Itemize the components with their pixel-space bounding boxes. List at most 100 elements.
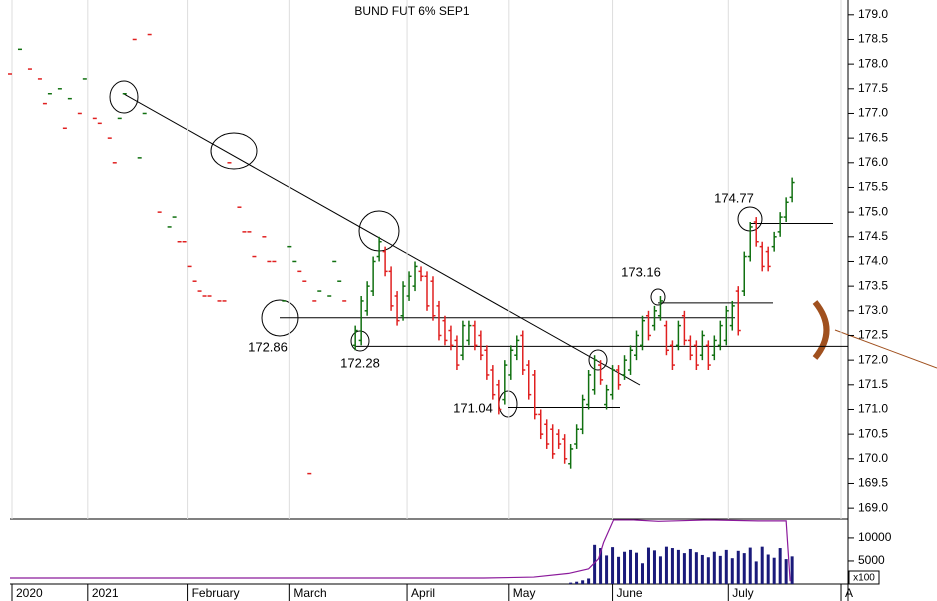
y-tick-label: 173.0	[858, 303, 888, 317]
circle	[210, 132, 258, 170]
ohlc-bar	[370, 256, 376, 297]
trend-line	[123, 93, 641, 386]
ohlc-bar	[777, 212, 783, 237]
ohlc-bar	[472, 320, 478, 351]
ohlc-bar	[526, 360, 532, 400]
ohlc-bar	[699, 330, 705, 361]
volume-bar	[611, 547, 615, 584]
volume-bar	[772, 557, 776, 584]
y-tick-label: 172.0	[858, 352, 888, 366]
ohlc-bar	[705, 340, 711, 371]
volume-bar	[623, 551, 627, 584]
y-tick-label: 178.5	[858, 32, 888, 46]
ohlc-bar	[645, 310, 651, 341]
level-label: 171.04	[453, 400, 493, 415]
volume-bar	[599, 548, 603, 584]
y-tick-label: 10000	[858, 530, 892, 544]
ohlc-bar	[628, 345, 634, 375]
ohlc-bar	[675, 320, 681, 351]
ohlc-bar	[430, 276, 436, 321]
volume-bar	[712, 551, 716, 584]
x-tick-label: July	[732, 586, 753, 600]
ohlc-bar	[418, 266, 424, 282]
volume-bar	[754, 561, 758, 584]
ohlc-bar	[616, 365, 622, 390]
ohlc-bar	[580, 394, 586, 435]
volume-bar	[646, 547, 650, 584]
ohlc-bar	[388, 266, 394, 311]
volume-bar	[682, 553, 686, 584]
y-tick-label: 178.0	[858, 56, 888, 70]
volume-bar	[730, 558, 734, 584]
x-tick-label: June	[617, 586, 643, 600]
ohlc-bar	[693, 340, 699, 371]
ohlc-bar	[406, 271, 412, 301]
ohlc-bar	[789, 177, 795, 203]
circle	[650, 288, 666, 306]
ohlc-bar	[400, 281, 406, 321]
ohlc-bar	[442, 315, 448, 346]
x-tick-label: 2021	[92, 586, 119, 600]
y-tick-label: 170.5	[858, 426, 888, 440]
chart-title: BUND FUT 6% SEP1	[354, 4, 469, 18]
ohlc-bar	[352, 325, 358, 351]
x-tick-label: A	[845, 586, 853, 600]
y-tick-label: 177.0	[858, 106, 888, 120]
volume-unit: x100	[853, 573, 875, 584]
volume-bar	[790, 556, 794, 584]
ohlc-bar	[765, 246, 771, 272]
ohlc-bar	[622, 355, 628, 380]
y-tick-label: 176.5	[858, 130, 888, 144]
y-tick-label: 179.0	[858, 7, 888, 21]
bracket	[812, 300, 830, 360]
ohlc-bar	[741, 251, 747, 297]
volume-bar	[652, 550, 656, 584]
ohlc-bar	[723, 305, 729, 346]
circle	[350, 330, 370, 352]
volume-bar	[593, 544, 597, 584]
ohlc-bar	[502, 360, 508, 405]
ohlc-bar	[424, 271, 430, 311]
volume-bar	[742, 553, 746, 584]
annotation-circles	[109, 80, 763, 418]
ohlc-bar	[490, 365, 496, 400]
ohlc-bar	[669, 340, 675, 371]
ohlc-bar	[592, 355, 598, 395]
volume-bar	[569, 582, 573, 584]
level-label: 173.16	[621, 264, 661, 279]
ohlc-bar	[651, 305, 657, 331]
y-tick-label: 175.5	[858, 180, 888, 194]
ohlc-bar	[454, 335, 460, 371]
ohlc-bar	[532, 370, 538, 420]
ohlc-bar	[556, 429, 562, 449]
ohlc-bar	[412, 261, 418, 292]
ohlc-bar	[568, 444, 574, 469]
volume-bar	[700, 554, 704, 584]
volume-bar	[617, 556, 621, 584]
x-tick-label: March	[293, 586, 326, 600]
volume-bar	[718, 555, 722, 584]
y-tick-label: 175.0	[858, 204, 888, 218]
volume-bar	[760, 546, 764, 584]
ohlc-bar	[729, 300, 735, 331]
ohlc-bar	[478, 330, 484, 361]
volume-bar	[748, 547, 752, 584]
y-tick-label: 172.5	[858, 328, 888, 342]
ohlc-bar	[520, 330, 526, 375]
x-tick-label: May	[513, 586, 536, 600]
ohlc-bar	[496, 379, 502, 415]
ohlc-bar	[735, 286, 741, 336]
ohlc-bar	[484, 345, 490, 380]
ohlc-bar	[747, 222, 753, 262]
ohlc-bar	[562, 434, 568, 464]
ohlc-bar	[663, 320, 669, 356]
volume-bar	[664, 546, 668, 584]
y-tick-label: 174.0	[858, 254, 888, 268]
y-tick-label: 171.5	[858, 377, 888, 391]
y-tick-label: 176.0	[858, 155, 888, 169]
ohlc-bar	[574, 424, 580, 449]
ohlc-bar	[382, 246, 388, 277]
volume-bar	[605, 555, 609, 584]
open-interest-line	[10, 519, 791, 582]
x-tick-label: April	[411, 586, 435, 600]
